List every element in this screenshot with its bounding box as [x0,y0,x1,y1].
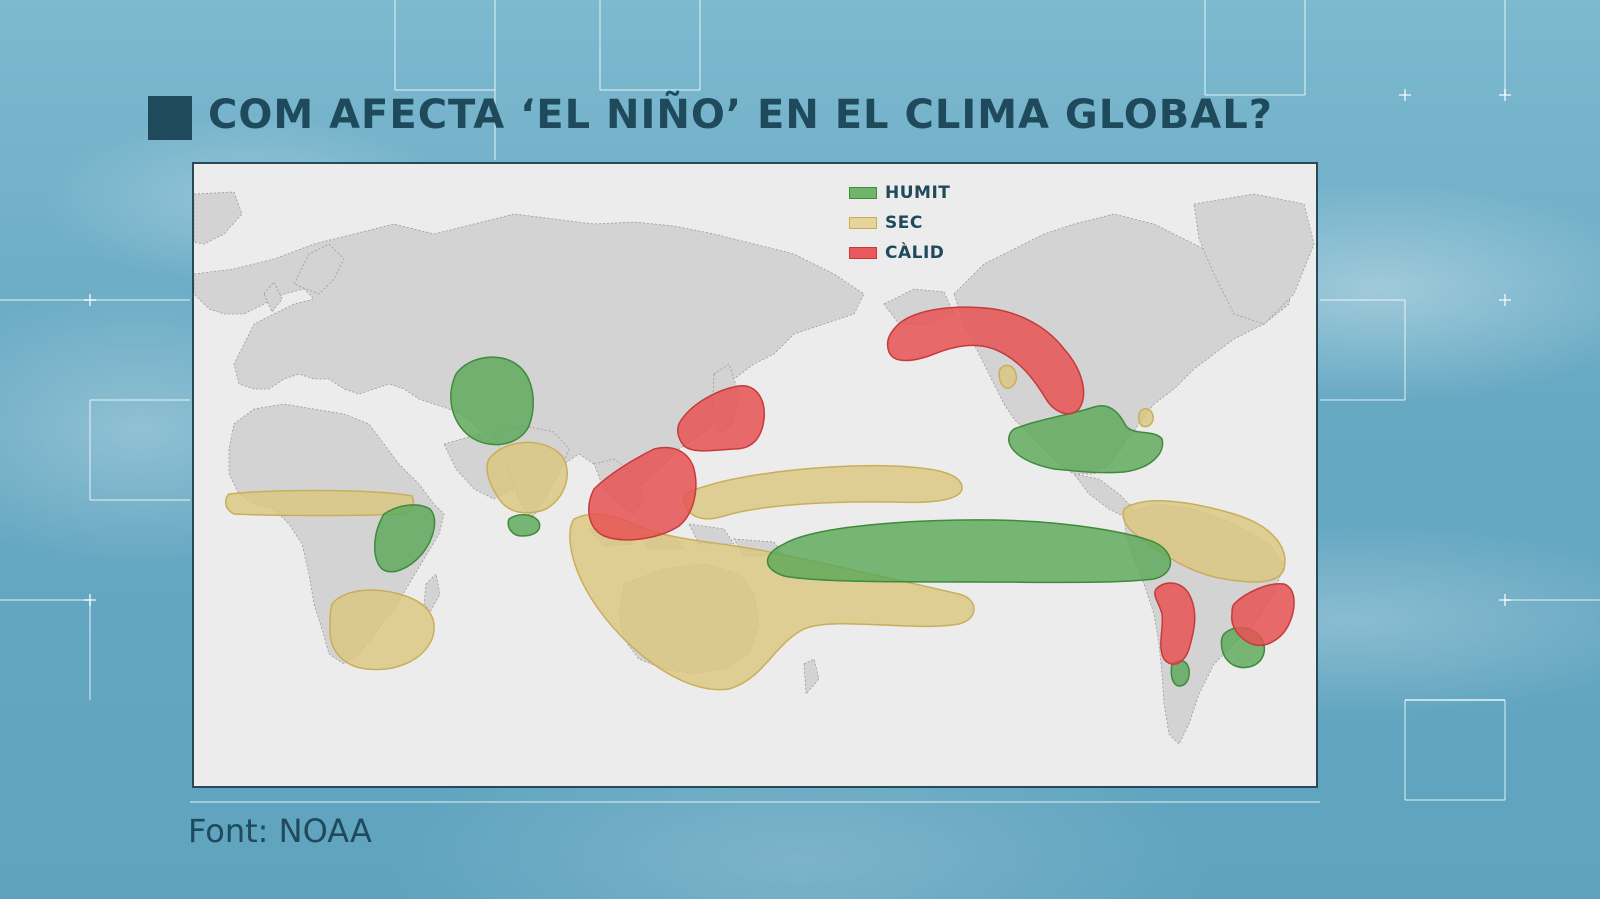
legend-label-calid: CÀLID [885,243,945,263]
legend-item-sec: SEC [849,208,950,238]
world-map [194,164,1316,786]
sec-zone-southern-africa [329,589,435,671]
sec-zone-pacific-north [683,464,963,520]
calid-zone-western-south-america [1154,582,1196,665]
sec-zone-sahel [224,489,415,517]
humit-zone-central-asia [450,356,534,446]
humit-zone-southern-us [1008,405,1164,474]
sec-zone-australia [569,513,975,691]
title-marker-square-icon [148,96,192,140]
legend-label-sec: SEC [885,213,923,233]
page-title: COM AFECTA ‘EL NIÑO’ EN EL CLIMA GLOBAL? [208,92,1273,138]
humit-zone-sri-lanka [507,514,541,537]
source-credit: Font: NOAA [188,812,372,850]
sec-zone-pacific-northwest [998,364,1018,389]
calid-zone-japan [677,385,765,452]
humit-zone-equatorial-pacific [766,519,1172,584]
humit-zone-east-africa [374,504,436,573]
legend-item-humit: HUMIT [849,178,950,208]
legend-swatch-calid [849,247,877,259]
humit-zones [374,356,1266,687]
calid-zone-southern-brazil [1231,583,1295,646]
calid-zones [588,306,1295,665]
sec-zone-india [486,441,568,514]
calid-zone-western-north-america [886,306,1085,415]
sec-zone-ohio-valley [1137,408,1154,428]
calid-zone-southeast-asia [588,446,697,541]
legend-label-humit: HUMIT [885,183,951,203]
legend-swatch-humit [849,187,877,199]
world-map-panel: HUMIT SEC CÀLID [192,162,1318,788]
legend-item-calid: CÀLID [849,238,950,268]
map-legend: HUMIT SEC CÀLID [849,178,950,268]
sec-zones [224,364,1286,691]
legend-swatch-sec [849,217,877,229]
